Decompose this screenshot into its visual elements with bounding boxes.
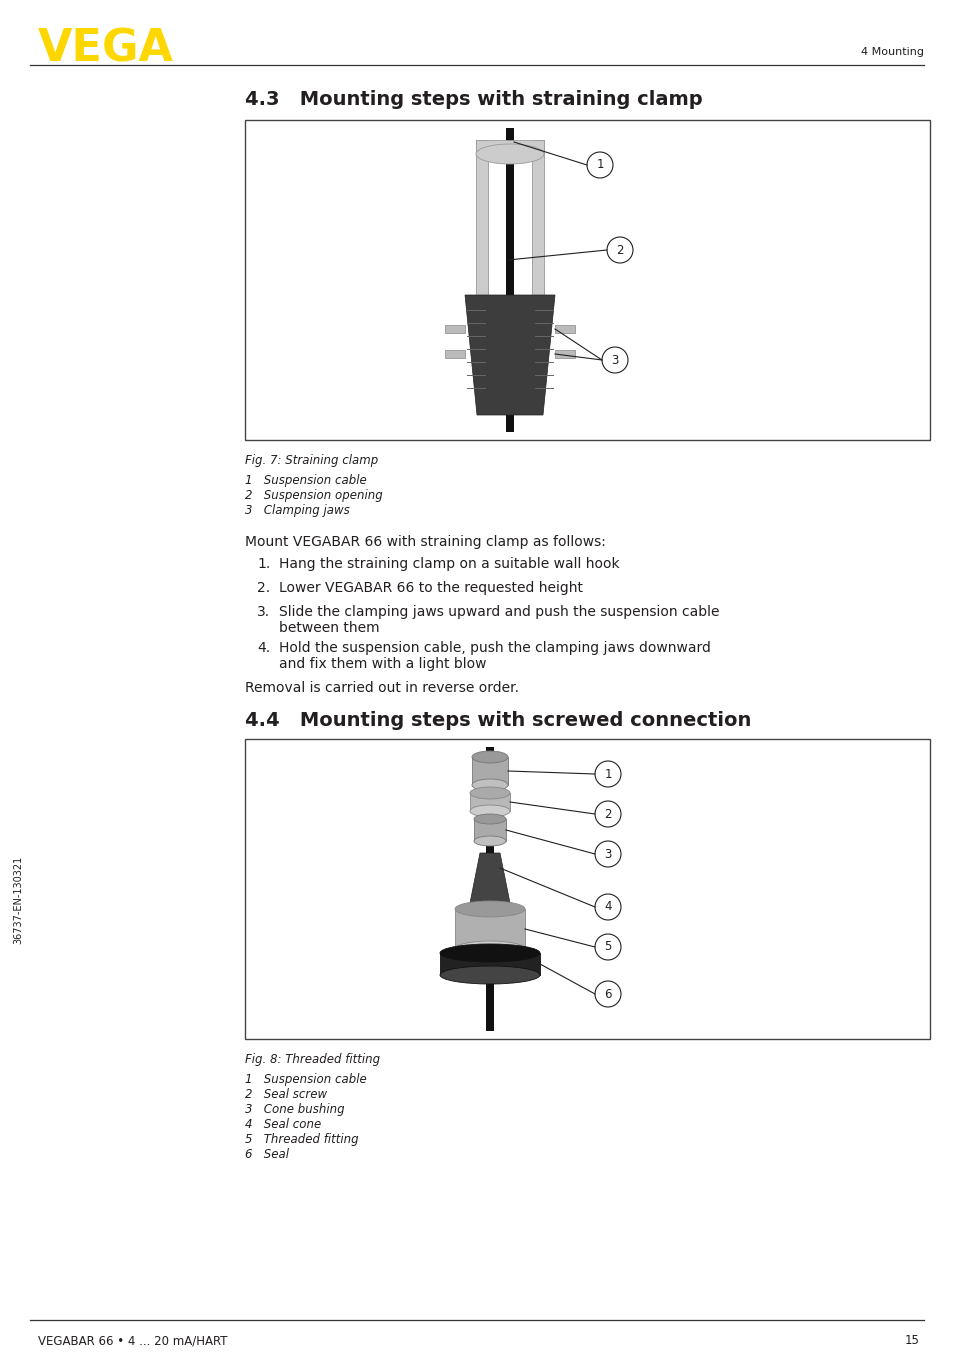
Text: 3.: 3. [256,605,270,619]
Text: 1.: 1. [256,556,270,571]
Polygon shape [464,295,555,414]
Text: and fix them with a light blow: and fix them with a light blow [278,657,486,672]
Ellipse shape [474,835,505,846]
Text: 2.: 2. [256,581,270,594]
Text: 4.3   Mounting steps with straining clamp: 4.3 Mounting steps with straining clamp [245,89,702,110]
Text: Removal is carried out in reverse order.: Removal is carried out in reverse order. [245,681,518,695]
Bar [555,349,575,357]
Ellipse shape [470,806,510,816]
Bar [472,757,507,785]
Bar [505,129,514,432]
Bar [476,139,488,301]
Bar [444,349,464,357]
Text: 4.: 4. [256,640,270,655]
Text: 2   Suspension opening: 2 Suspension opening [245,489,382,502]
Text: 1: 1 [596,158,603,172]
Bar [444,325,464,333]
Bar [474,819,505,841]
Text: 2: 2 [616,244,623,256]
Ellipse shape [470,787,510,799]
Text: 5   Threaded fitting: 5 Threaded fitting [245,1133,358,1145]
Ellipse shape [455,941,524,957]
Text: VEGABAR 66 • 4 ... 20 mA/HART: VEGABAR 66 • 4 ... 20 mA/HART [38,1334,227,1347]
Bar [455,909,524,949]
Text: VEGA: VEGA [38,28,173,70]
Ellipse shape [476,144,543,164]
Text: 6: 6 [603,987,611,1001]
Text: 2   Seal screw: 2 Seal screw [245,1089,327,1101]
Text: Slide the clamping jaws upward and push the suspension cable: Slide the clamping jaws upward and push … [278,605,719,619]
Text: 3: 3 [603,848,611,861]
Text: 4: 4 [603,900,611,914]
Text: 4   Seal cone: 4 Seal cone [245,1118,321,1131]
Polygon shape [470,853,510,903]
Bar [439,953,539,975]
Ellipse shape [474,814,505,825]
Bar [485,747,494,1030]
Text: Lower VEGABAR 66 to the requested height: Lower VEGABAR 66 to the requested height [278,581,582,594]
Text: 3   Cone bushing: 3 Cone bushing [245,1104,344,1116]
Bar [532,139,543,301]
Text: 5: 5 [603,941,611,953]
Text: 6   Seal: 6 Seal [245,1148,289,1160]
Text: between them: between them [278,621,379,635]
Bar [245,121,929,440]
Text: Hang the straining clamp on a suitable wall hook: Hang the straining clamp on a suitable w… [278,556,619,571]
Ellipse shape [472,751,507,764]
Bar [476,139,543,154]
Bar [470,793,510,811]
Text: 36737-EN-130321: 36737-EN-130321 [13,856,23,944]
Bar [555,325,575,333]
Text: 1   Suspension cable: 1 Suspension cable [245,1072,366,1086]
Text: Hold the suspension cable, push the clamping jaws downward: Hold the suspension cable, push the clam… [278,640,710,655]
Bar [488,301,532,307]
Text: Fig. 7: Straining clamp: Fig. 7: Straining clamp [245,454,377,467]
Text: 3   Clamping jaws: 3 Clamping jaws [245,504,350,517]
Ellipse shape [455,900,524,917]
Ellipse shape [439,944,539,961]
Text: 4.4   Mounting steps with screwed connection: 4.4 Mounting steps with screwed connecti… [245,711,751,730]
Bar [245,739,929,1039]
Ellipse shape [472,779,507,791]
Ellipse shape [439,965,539,984]
Text: Fig. 8: Threaded fitting: Fig. 8: Threaded fitting [245,1053,379,1066]
Text: 2: 2 [603,807,611,821]
Text: 15: 15 [904,1334,919,1347]
Text: 1   Suspension cable: 1 Suspension cable [245,474,366,487]
Text: 1: 1 [603,768,611,780]
Text: 3: 3 [611,353,618,367]
Text: 4 Mounting: 4 Mounting [861,47,923,57]
Text: Mount VEGABAR 66 with straining clamp as follows:: Mount VEGABAR 66 with straining clamp as… [245,535,605,548]
